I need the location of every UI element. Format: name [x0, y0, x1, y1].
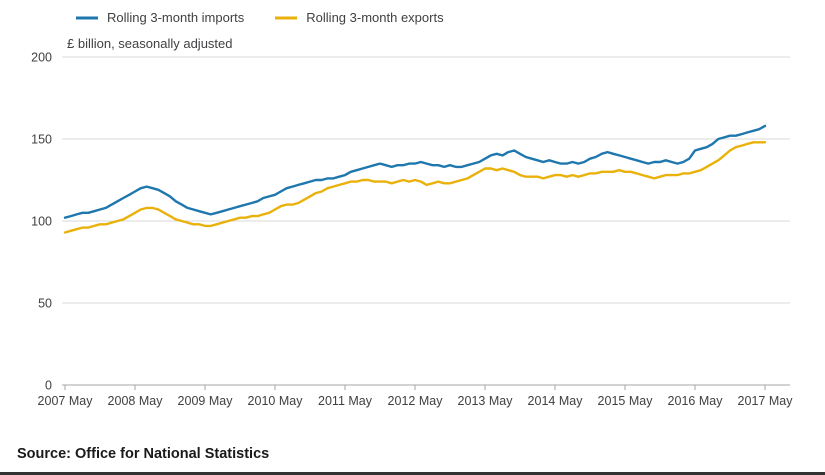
x-tick-label: 2007 May — [38, 394, 94, 408]
source-note: Source: Office for National Statistics — [17, 446, 270, 462]
legend-item-exports: Rolling 3-month exports — [274, 10, 444, 25]
x-tick-label: 2014 May — [528, 394, 584, 408]
y-tick-label: 100 — [31, 215, 52, 229]
x-tick-label: 2011 May — [318, 394, 373, 408]
chart-subtitle: £ billion, seasonally adjusted — [67, 36, 233, 51]
x-tick-label: 2016 May — [668, 394, 724, 408]
legend-item-imports: Rolling 3-month imports — [75, 10, 244, 25]
x-tick-label: 2017 May — [738, 394, 794, 408]
line-chart: 0 50 100 150 200 2007 May 2008 May 2009 May 2010… — [31, 51, 794, 409]
legend: Rolling 3-month imports Rolling 3-month … — [75, 10, 444, 25]
y-tick-label: 200 — [31, 51, 52, 65]
imports-line-swatch — [76, 16, 98, 19]
legend-label-exports: Rolling 3-month exports — [306, 10, 444, 25]
y-tick-label: 150 — [31, 133, 52, 147]
exports-line-swatch — [275, 16, 298, 19]
x-tick-label: 2012 May — [388, 394, 444, 408]
x-tick-label: 2013 May — [458, 394, 514, 408]
y-tick-label: 0 — [45, 379, 52, 393]
y-tick-label: 50 — [38, 297, 52, 311]
x-tick-label: 2009 May — [178, 394, 234, 408]
x-tick-label: 2008 May — [108, 394, 164, 408]
series-line-exports — [63, 141, 767, 234]
series-line-imports — [63, 124, 767, 219]
x-tick-label: 2010 May — [248, 394, 304, 408]
legend-label-imports: Rolling 3-month imports — [107, 10, 245, 25]
x-tick-label: 2015 May — [598, 394, 654, 408]
bottom-rule — [0, 472, 825, 475]
